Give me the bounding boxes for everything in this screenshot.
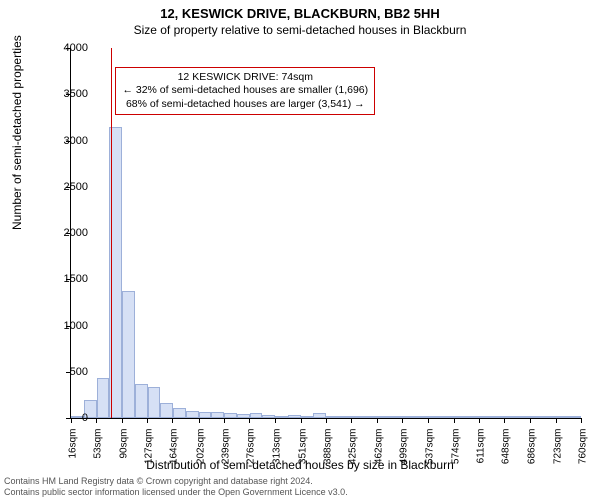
xtick-mark	[96, 418, 97, 423]
histogram-bar	[326, 416, 339, 418]
histogram-bar	[122, 291, 135, 418]
histogram-bar	[148, 387, 161, 418]
histogram-bar	[517, 416, 530, 418]
xtick-mark	[249, 418, 250, 423]
ytick-label: 1500	[48, 273, 88, 285]
xtick-mark	[454, 418, 455, 423]
ytick-label: 1000	[48, 320, 88, 332]
xtick-mark	[301, 418, 302, 423]
histogram-bar	[160, 403, 173, 418]
histogram-bar	[530, 416, 543, 418]
info-box: 12 KESWICK DRIVE: 74sqm← 32% of semi-det…	[115, 67, 375, 116]
info-line1: 12 KESWICK DRIVE: 74sqm	[122, 71, 368, 85]
xtick-mark	[556, 418, 557, 423]
footer-line1: Contains HM Land Registry data © Crown c…	[4, 476, 348, 487]
histogram-bar	[313, 413, 326, 418]
xtick-mark	[275, 418, 276, 423]
ytick-label: 2500	[48, 181, 88, 193]
xtick-mark	[147, 418, 148, 423]
xtick-mark	[224, 418, 225, 423]
histogram-bar	[97, 378, 110, 418]
y-axis-label: Number of semi-detached properties	[10, 35, 24, 230]
info-line2: ← 32% of semi-detached houses are smalle…	[122, 84, 368, 98]
ytick-label: 500	[48, 366, 88, 378]
histogram-bar	[339, 416, 352, 418]
histogram-bar	[173, 408, 186, 418]
ytick-label: 4000	[48, 42, 88, 54]
histogram-bar	[352, 416, 365, 418]
histogram-bar	[199, 412, 212, 418]
histogram-bar	[454, 416, 467, 418]
histogram-bar	[288, 415, 301, 418]
histogram-bar	[505, 416, 518, 418]
histogram-bar	[543, 416, 556, 418]
histogram-bar	[466, 416, 479, 418]
chart-subtitle: Size of property relative to semi-detach…	[0, 21, 600, 37]
xtick-mark	[428, 418, 429, 423]
histogram-bar	[479, 416, 492, 418]
histogram-bar	[135, 384, 148, 418]
ytick-label: 3500	[48, 88, 88, 100]
xtick-mark	[351, 418, 352, 423]
histogram-bar	[250, 413, 263, 418]
xtick-mark	[326, 418, 327, 423]
histogram-bar	[441, 416, 454, 418]
chart-area: 16sqm53sqm90sqm127sqm164sqm202sqm239sqm2…	[70, 48, 580, 418]
ytick-label: 0	[48, 412, 88, 424]
xtick-mark	[172, 418, 173, 423]
histogram-bar	[301, 416, 314, 418]
xtick-mark	[530, 418, 531, 423]
marker-line	[111, 48, 113, 418]
histogram-bar	[275, 416, 288, 418]
chart-title: 12, KESWICK DRIVE, BLACKBURN, BB2 5HH	[0, 0, 600, 21]
info-line3: 68% of semi-detached houses are larger (…	[122, 98, 368, 112]
chart-container: 12, KESWICK DRIVE, BLACKBURN, BB2 5HH Si…	[0, 0, 600, 500]
xtick-mark	[581, 418, 582, 423]
histogram-bar	[186, 411, 199, 418]
plot-region: 16sqm53sqm90sqm127sqm164sqm202sqm239sqm2…	[70, 48, 581, 419]
histogram-bar	[237, 414, 250, 418]
xtick-mark	[479, 418, 480, 423]
histogram-bar	[224, 413, 237, 418]
histogram-bar	[556, 416, 569, 418]
xtick-mark	[199, 418, 200, 423]
xtick-mark	[402, 418, 403, 423]
histogram-bar	[390, 416, 403, 418]
ytick-label: 3000	[48, 135, 88, 147]
footer-line2: Contains public sector information licen…	[4, 487, 348, 498]
xtick-mark	[377, 418, 378, 423]
x-axis-label: Distribution of semi-detached houses by …	[0, 458, 600, 472]
histogram-bar	[492, 416, 505, 418]
histogram-bar	[211, 412, 224, 418]
histogram-bar	[415, 416, 428, 418]
histogram-bar	[377, 416, 390, 418]
histogram-bar	[262, 415, 275, 418]
xtick-mark	[504, 418, 505, 423]
histogram-bar	[568, 416, 581, 418]
footer-text: Contains HM Land Registry data © Crown c…	[4, 476, 348, 498]
ytick-label: 2000	[48, 227, 88, 239]
histogram-bar	[364, 416, 377, 418]
histogram-bar	[428, 416, 441, 418]
histogram-bar	[403, 416, 416, 418]
xtick-mark	[122, 418, 123, 423]
